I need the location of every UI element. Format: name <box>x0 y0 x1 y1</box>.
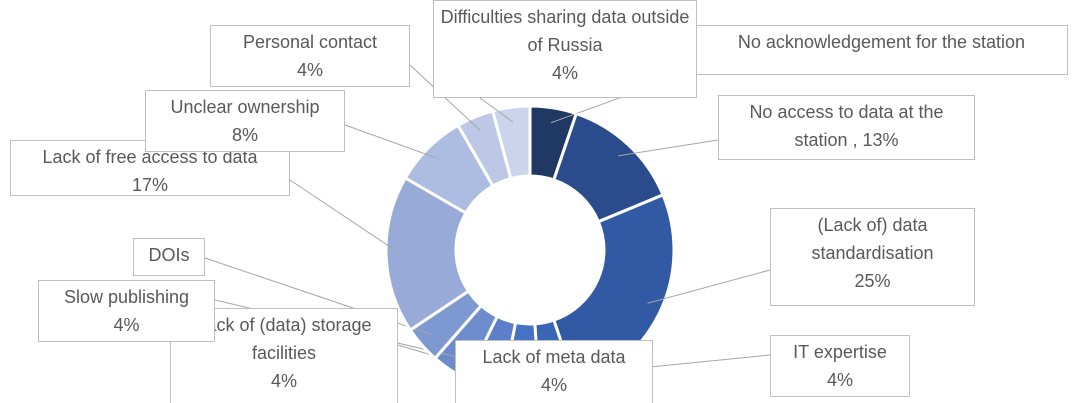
value-label: 4% <box>296 60 323 80</box>
value-label: 4% <box>540 375 567 395</box>
value-label: 25% <box>854 271 891 291</box>
data-label: No acknowledgement for the station <box>695 25 1068 75</box>
data-label: Difficulties sharing data outside of Rus… <box>433 0 697 98</box>
value-label: 13% <box>862 130 899 150</box>
category-label: Unclear ownership <box>170 97 320 117</box>
data-label: Slow publishing 4% <box>38 280 215 342</box>
donut-segment <box>490 104 532 181</box>
value-label: 4% <box>826 370 853 390</box>
category-label: No access to data at the station , <box>749 102 944 150</box>
donut-segment <box>384 175 471 333</box>
value-label: 17% <box>131 175 169 195</box>
data-label: No access to data at the station , 13% <box>718 95 975 160</box>
value-label: 4% <box>113 315 140 335</box>
category-label: (Lack of) data standardisation <box>811 215 934 263</box>
data-label: Personal contact 4% <box>210 25 410 87</box>
data-label: IT expertise 4% <box>770 335 910 397</box>
value-label: 4% <box>140 269 198 275</box>
leader-line <box>344 124 439 160</box>
category-label: Personal contact <box>242 32 378 52</box>
leader-line <box>479 97 514 123</box>
category-label: DOIs <box>148 245 190 265</box>
data-label: Unclear ownership 8% <box>145 90 345 152</box>
data-label: (Lack of) data standardisation 25% <box>770 208 975 306</box>
category-label: IT expertise <box>793 342 887 362</box>
leader-line <box>289 179 402 255</box>
data-label: DOIs 4% <box>133 238 205 276</box>
value-label: 8% <box>231 125 258 145</box>
data-label: Lack of free access to data 17% <box>10 140 290 196</box>
category-label: Difficulties sharing data outside of Rus… <box>440 7 690 55</box>
category-label: Lack of (data) storage facilities <box>196 315 372 363</box>
category-label: No acknowledgement for the station <box>737 32 1026 52</box>
leader-line <box>647 269 771 304</box>
value-label: 4% <box>551 63 578 83</box>
value-label: 4% <box>270 371 297 391</box>
category-label: Slow publishing <box>63 287 190 307</box>
category-label: Lack of meta data <box>482 347 626 367</box>
data-label: Lack of meta data 4% <box>455 340 653 403</box>
category-label: Lack of free access to data <box>42 147 258 167</box>
leader-line <box>618 139 719 157</box>
